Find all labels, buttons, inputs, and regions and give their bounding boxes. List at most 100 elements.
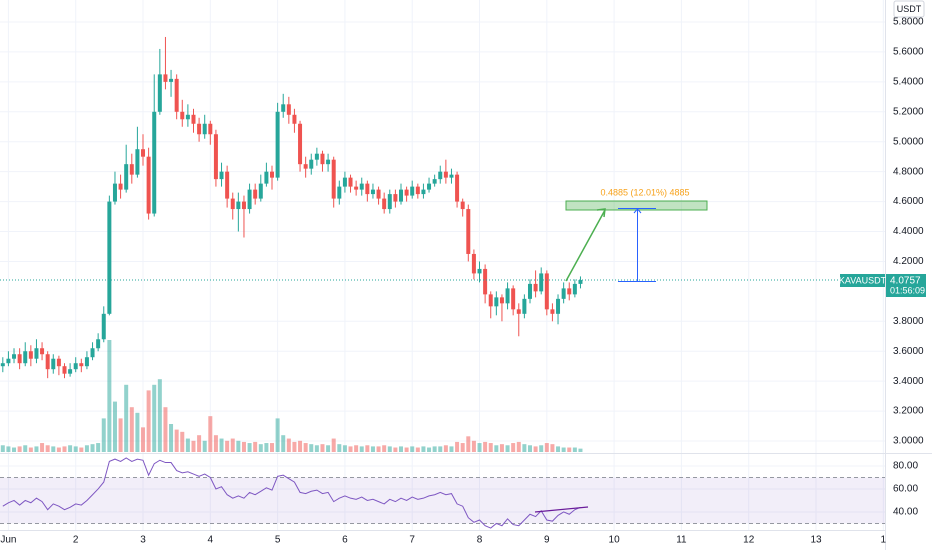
volume-bar [455, 441, 460, 452]
x-tick-label: 13 [810, 535, 822, 546]
volume-bar [337, 444, 342, 452]
grid [0, 0, 885, 530]
countdown: 01:56:09 [890, 285, 925, 295]
volume-bar [141, 427, 146, 452]
volume-bar [107, 340, 112, 452]
y-tick-label: 5.2000 [893, 106, 924, 117]
volume-bar [169, 424, 174, 452]
volume-bar [376, 446, 381, 452]
volume-bar [516, 441, 521, 452]
volume-bar [84, 445, 89, 452]
candle-body [258, 183, 263, 199]
x-tick-label: 12 [743, 535, 755, 546]
y-tick-label: 3.8000 [893, 316, 924, 327]
candle-body [12, 354, 17, 359]
candle-body [578, 280, 583, 284]
volume-bar [578, 448, 583, 452]
candle-body [270, 171, 275, 178]
volume-bar [438, 446, 443, 452]
volume-bar [112, 401, 117, 452]
candle-body [516, 309, 521, 314]
candle-body [314, 153, 319, 160]
volume-bar [539, 445, 544, 452]
candle-body [264, 171, 269, 184]
candle-body [90, 348, 95, 358]
x-tick-label: 10 [609, 535, 621, 546]
candle-body [202, 123, 207, 135]
candle-body [432, 179, 437, 184]
y-tick-label: 4.4000 [893, 226, 924, 237]
rsi-line [2, 457, 581, 529]
volume-bar [404, 447, 409, 452]
volume-bar [354, 445, 359, 452]
volume-bar [499, 444, 504, 452]
candle-body [157, 74, 162, 112]
volume-bar [253, 441, 258, 452]
volume-bar [326, 445, 331, 452]
candle-body [247, 189, 252, 210]
candle-body [539, 273, 544, 292]
candle-body [499, 297, 504, 304]
volume-bar [432, 446, 437, 452]
volume-bar [23, 445, 28, 452]
currency-box[interactable] [893, 0, 925, 18]
volume-bar [79, 447, 84, 452]
candle-body [376, 189, 381, 199]
volume-bar [505, 445, 510, 452]
candle-body [382, 198, 387, 210]
candle-body [286, 104, 291, 115]
volume-bar [90, 444, 95, 452]
measure-arrow [633, 208, 642, 214]
candle-body [73, 363, 78, 370]
candle-body [455, 174, 460, 202]
arrow[interactable] [565, 209, 606, 282]
volume-bar [443, 445, 448, 452]
volume-bar [410, 446, 415, 452]
volume-bar [449, 446, 454, 452]
volume-bar [342, 445, 347, 452]
candle-body [567, 288, 572, 295]
volume-bar [230, 438, 235, 452]
x-tick-label: 11 [676, 535, 687, 546]
volume-bar [415, 447, 420, 452]
volume-bar [28, 447, 33, 452]
volume-bar [180, 431, 185, 452]
volume-bar [225, 440, 230, 452]
volume-bar [174, 429, 179, 452]
candle-body [460, 201, 465, 210]
y-tick-label: 4.2000 [893, 256, 924, 267]
volume-bar [56, 447, 61, 452]
rsi-trendline[interactable] [534, 506, 589, 513]
volume-bar [163, 407, 168, 452]
candle-body [191, 114, 196, 124]
candle-body [494, 297, 499, 307]
candle-body [449, 174, 454, 178]
candle-body [174, 78, 179, 112]
y-tick-label: 5.8000 [893, 17, 924, 28]
candle-body [56, 358, 61, 367]
volume-bar [488, 443, 493, 452]
candle-body [561, 288, 566, 299]
candle-body [309, 159, 314, 169]
volume-bar [202, 440, 207, 452]
candle-body [45, 354, 50, 370]
volume-bar [281, 435, 286, 452]
volume-bar [572, 447, 577, 452]
candle-body [129, 164, 134, 175]
volume-bar [236, 440, 241, 452]
volume-bar [73, 446, 78, 452]
volume-bar [527, 445, 532, 452]
candle-body [185, 114, 190, 120]
candle-body [84, 357, 89, 367]
candle-body [365, 183, 370, 195]
candle-body [152, 111, 157, 214]
y-tick-label: 5.6000 [893, 47, 924, 58]
x-tick-label: 2 [73, 535, 79, 546]
candle-body [393, 194, 398, 202]
volume-bar [370, 446, 375, 452]
volume-bar [264, 443, 269, 452]
candle-body [219, 171, 224, 180]
price-tag [886, 274, 926, 297]
candle-body [398, 189, 403, 202]
